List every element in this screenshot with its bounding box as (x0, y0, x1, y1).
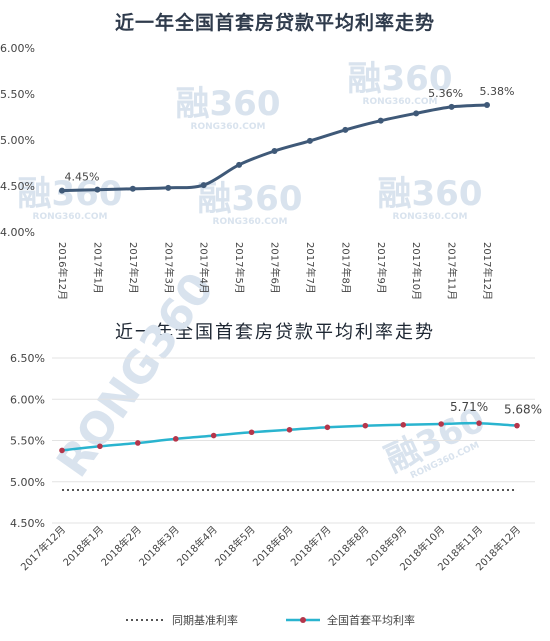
data-point (271, 148, 278, 155)
data-point (94, 186, 101, 193)
data-point (324, 424, 331, 431)
data-label: 5.38% (480, 85, 515, 98)
data-label: 5.71% (450, 400, 488, 414)
y-tick-label: 5.00% (0, 134, 35, 147)
data-point (306, 137, 313, 144)
data-point (210, 432, 217, 439)
data-point (248, 429, 255, 436)
y-tick-label: 5.50% (10, 435, 45, 448)
y-tick-label: 6.50% (10, 352, 45, 365)
watermark-sub: RONG360.COM (213, 217, 288, 227)
y-tick-label: 4.00% (0, 226, 35, 239)
watermark-mark: 融360 (378, 174, 483, 214)
data-point (484, 102, 490, 109)
x-tick-label: 2017年3月 (162, 242, 175, 294)
x-tick-label: 2017年12月 (18, 523, 68, 573)
data-point (172, 436, 179, 442)
watermark-sub: RONG360.COM (191, 122, 266, 132)
data-point (476, 420, 482, 426)
legend-label-baseline: 同期基准利率 (172, 613, 238, 627)
data-point (448, 103, 455, 110)
watermark-sub: RONG360.COM (33, 212, 108, 222)
x-tick-label: 2017年1月 (91, 242, 104, 294)
watermark-mark: 融360 (18, 174, 123, 214)
data-point (400, 422, 407, 428)
data-point (200, 182, 207, 189)
watermark-mark: 融360 (198, 179, 303, 219)
data-label: 5.68% (504, 403, 542, 417)
data-point (59, 447, 65, 454)
data-point (413, 110, 420, 117)
y-tick-label: 4.50% (0, 180, 35, 193)
watermark-sub: RONG360.COM (393, 212, 468, 222)
y-tick-label: 5.50% (0, 88, 35, 101)
data-label: 4.45% (65, 171, 100, 184)
y-tick-label: 4.50% (10, 517, 45, 530)
data-point (514, 422, 520, 429)
data-point (286, 426, 293, 433)
data-point (362, 422, 369, 429)
x-tick-label: 2017年4月 (198, 242, 211, 294)
chart-2-title: 近一年全国首套房贷款平均利率走势 (115, 322, 435, 343)
chart-1-title: 近一年全国首套房贷款平均利率走势 (114, 12, 435, 34)
x-tick-label: 2016年12月 (56, 242, 69, 300)
data-point (97, 443, 103, 450)
watermark-sub: RONG360.COM (363, 97, 438, 107)
data-point (129, 185, 136, 192)
x-tick-label: 2017年10月 (410, 242, 423, 300)
data-point (377, 117, 384, 124)
x-tick-label: 2017年5月 (233, 242, 246, 294)
legend-marker-average (300, 617, 306, 623)
x-tick-label: 2017年12月 (481, 242, 494, 300)
data-point (165, 184, 172, 191)
data-point (135, 440, 141, 446)
x-tick-label: 2017年8月 (339, 242, 352, 294)
data-point (438, 421, 444, 427)
y-tick-label: 5.00% (10, 476, 45, 489)
watermark-mark: 融360 (348, 59, 453, 99)
legend-label-average: 全国首套平均利率 (327, 613, 415, 627)
x-tick-label: 2017年6月 (269, 242, 282, 294)
watermark-mark: RONG360 (47, 264, 224, 487)
data-point (236, 161, 243, 168)
y-tick-label: 6.00% (10, 393, 45, 406)
watermark-mark: 融360 (176, 84, 281, 124)
data-point (342, 126, 349, 133)
x-tick-label: 2017年11月 (446, 242, 459, 300)
y-tick-label: 6.00% (0, 42, 35, 55)
data-point (59, 187, 65, 194)
x-tick-label: 2017年2月 (127, 242, 140, 294)
data-label: 5.36% (428, 87, 463, 100)
x-tick-label: 2017年9月 (375, 242, 388, 294)
x-tick-label: 2017年7月 (304, 242, 317, 294)
